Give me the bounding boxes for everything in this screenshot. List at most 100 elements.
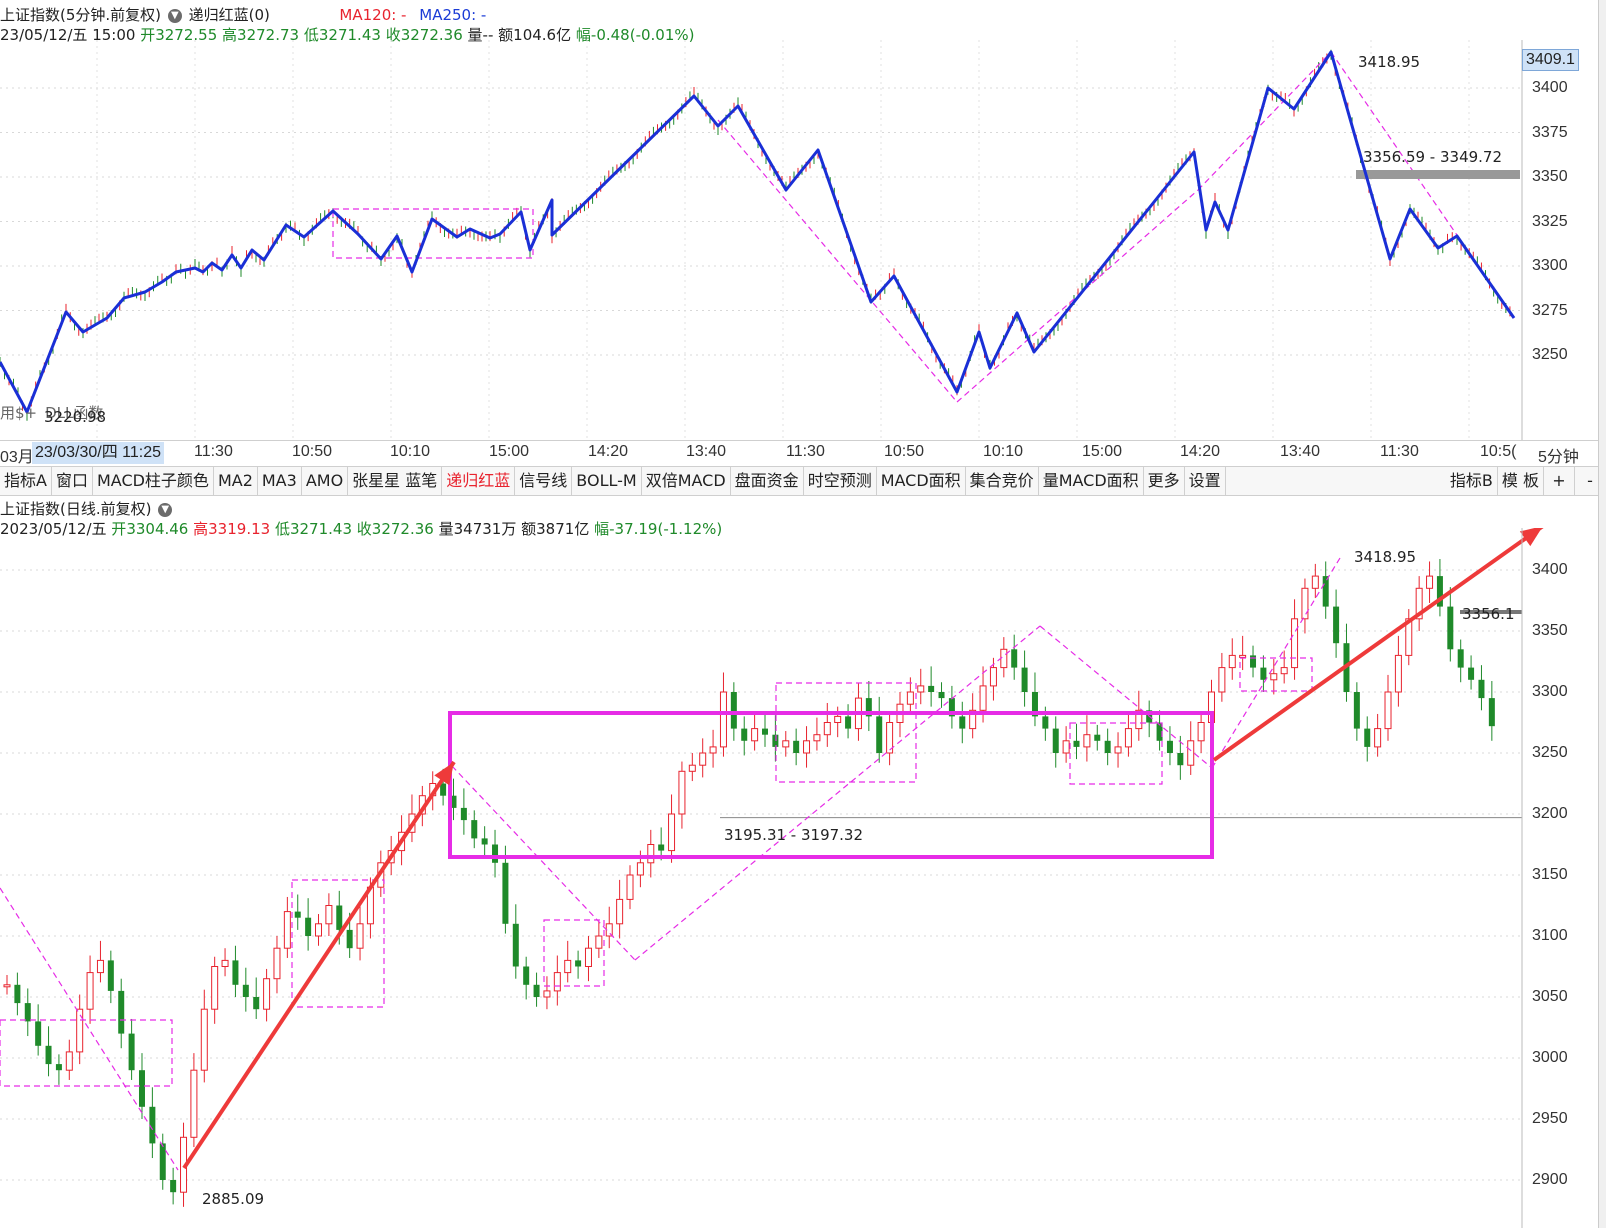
candle-body	[190, 1069, 198, 1138]
arrow-head-icon	[434, 762, 454, 786]
price-tick-label: 3150	[1532, 866, 1568, 883]
low-value: 3271.43	[318, 26, 381, 44]
pivot-box	[775, 682, 917, 783]
candle-body	[1311, 575, 1319, 589]
top-high-annotation: 3418.95	[1358, 53, 1421, 71]
candle-body	[1031, 692, 1038, 717]
candle-body	[688, 764, 696, 772]
candle-body	[118, 990, 125, 1034]
toolbar-item[interactable]: 张星星 蓝笔	[348, 467, 443, 495]
toolbar-item[interactable]: BOLL-M	[572, 467, 642, 495]
daily-chart[interactable]	[0, 528, 1606, 1228]
candle-body	[668, 813, 676, 852]
toolbar-item[interactable]: 窗口	[52, 467, 93, 495]
candle-body	[782, 740, 790, 748]
time-axis-label: 15:00	[1082, 443, 1123, 460]
candle-body	[1457, 649, 1464, 668]
candle-body	[1218, 667, 1226, 693]
candle-body	[1374, 728, 1382, 748]
candle-body	[76, 1008, 84, 1053]
high-value: 3272.73	[237, 26, 300, 44]
candle-body	[242, 984, 249, 997]
toolbar-item[interactable]: 设置	[1185, 467, 1226, 495]
candle-body	[471, 820, 478, 839]
watermark-prefix: 用$+	[0, 404, 38, 422]
candle-body	[159, 1143, 166, 1180]
close-value: 3272.36	[400, 26, 463, 44]
candle-body	[107, 960, 114, 991]
toolbar-item[interactable]: 盘面资金	[731, 467, 804, 495]
trend-dash-line	[1211, 557, 1341, 769]
toolbar-item[interactable]: 递归红蓝	[442, 467, 516, 495]
trend-dash-line	[0, 887, 179, 1171]
candle-body	[170, 1180, 177, 1193]
ma250-label: MA250: -	[419, 6, 487, 24]
candle-body	[709, 746, 717, 754]
toolbar-item[interactable]: 集合竞价	[966, 467, 1039, 495]
bottom-mid-annotation: 3195.31 - 3197.32	[724, 826, 864, 844]
candle-body	[512, 923, 519, 967]
toolbar-item[interactable]: 双倍MACD	[642, 467, 731, 495]
candle-body	[719, 691, 727, 748]
chevron-down-icon[interactable]: ▼	[158, 502, 173, 517]
arrow-head-icon	[1519, 528, 1542, 547]
toolbar-template[interactable]: 模 板	[1498, 467, 1544, 495]
b-high-label: 高	[193, 520, 209, 538]
candle-body	[1447, 606, 1454, 650]
time-axis-label: 10:10	[390, 443, 431, 460]
price-tick-label: 3325	[1532, 212, 1568, 230]
price-tick-label: 3400	[1532, 561, 1568, 578]
candle-body	[1270, 673, 1278, 681]
pivot-box	[1069, 722, 1163, 785]
high-label: 高	[222, 26, 238, 44]
candle-body	[346, 929, 353, 949]
candle-body	[1301, 587, 1309, 620]
indicator-toolbar: 指标A 窗口 MACD柱子颜色 MA2 MA3 AMO 张星星 蓝笔 递归红蓝 信号线 BOLL-…	[0, 466, 1606, 496]
range-bar	[1356, 170, 1520, 179]
toolbar-item[interactable]: 更多	[1144, 467, 1185, 495]
toolbar-item[interactable]: 指标A	[0, 467, 52, 495]
candle-body	[1239, 654, 1247, 658]
toolbar-indicator-b[interactable]: 指标B	[1446, 467, 1498, 495]
candle-body	[1436, 576, 1443, 607]
top-range-annotation: 3356.59 - 3349.72	[1363, 148, 1503, 166]
toolbar-item[interactable]: 量MACD面积	[1039, 467, 1144, 495]
price-tick-label: 3350	[1532, 622, 1568, 639]
b-low-value: 3271.43	[289, 520, 352, 538]
toolbar-item[interactable]: MACD面积	[877, 467, 966, 495]
toolbar-item[interactable]: 信号线	[515, 467, 573, 495]
candle-body	[1478, 679, 1485, 699]
candle-body	[584, 947, 592, 968]
vertical-scrollbar[interactable]	[1598, 0, 1606, 1228]
bottom-info-date: 2023/05/12/五	[0, 520, 107, 538]
price-tick-label: 3000	[1532, 1049, 1568, 1066]
chevron-down-icon[interactable]: ▼	[167, 8, 182, 23]
b-change-value: -37.19(-1.12%)	[609, 520, 723, 538]
change-label: 幅	[575, 26, 591, 44]
candle-body	[1364, 728, 1371, 747]
price-tick-label: 2900	[1532, 1171, 1568, 1188]
candle-body	[336, 905, 343, 930]
indicator-name[interactable]: 递归红蓝(0)	[188, 6, 270, 24]
time-axis-label: 14:20	[1180, 443, 1221, 460]
toolbar-item[interactable]: AMO	[302, 467, 349, 495]
candle-body	[305, 917, 312, 936]
candle-body	[294, 911, 301, 918]
open-label: 开	[140, 26, 156, 44]
candle-body	[65, 1051, 73, 1071]
toolbar-item[interactable]: MACD柱子颜色	[93, 467, 214, 495]
candle-body	[813, 734, 821, 742]
toolbar-item[interactable]: MA2	[214, 467, 258, 495]
period-label[interactable]: 5分钟	[1538, 449, 1579, 466]
time-axis-left-stub: 03月	[0, 449, 34, 466]
zoom-in-button[interactable]: +	[1544, 467, 1575, 495]
trend-dash-line	[451, 765, 636, 961]
price-tick-label: 3350	[1532, 168, 1568, 185]
candle-body	[149, 1106, 156, 1144]
candle-body	[564, 959, 572, 974]
toolbar-item[interactable]: MA3	[258, 467, 302, 495]
intraday-chart[interactable]	[0, 40, 1606, 440]
trend-dash-line	[1197, 51, 1332, 191]
candle-body	[636, 862, 644, 876]
toolbar-item[interactable]: 时空预测	[804, 467, 877, 495]
